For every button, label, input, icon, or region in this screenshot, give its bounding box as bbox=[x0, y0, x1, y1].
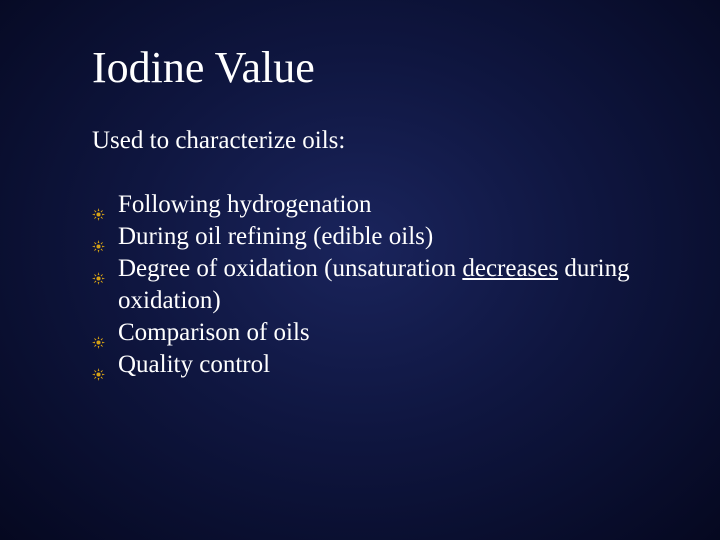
slide-subtitle: Used to characterize oils: bbox=[92, 127, 650, 155]
bullet-list: Following hydrogenation bbox=[92, 189, 650, 381]
bullet-text-pre: Degree of oxidation (unsaturation bbox=[118, 255, 462, 282]
bullet-text: Quality control bbox=[118, 351, 270, 378]
list-item: Quality control bbox=[92, 349, 650, 381]
bullet-text: Comparison of oils bbox=[118, 319, 310, 346]
list-item: Following hydrogenation bbox=[92, 189, 650, 221]
list-item: Degree of oxidation (unsaturation decrea… bbox=[92, 253, 650, 317]
bullet-icon bbox=[92, 326, 105, 339]
bullet-icon bbox=[92, 358, 105, 371]
bullet-text-underlined: decreases bbox=[462, 255, 558, 282]
slide-title: Iodine Value bbox=[92, 42, 650, 93]
bullet-text: During oil refining (edible oils) bbox=[118, 223, 433, 250]
bullet-text: Following hydrogenation bbox=[118, 191, 371, 218]
bullet-icon bbox=[92, 230, 105, 243]
slide: Iodine Value Used to characterize oils: bbox=[0, 0, 720, 540]
list-item: Comparison of oils bbox=[92, 317, 650, 349]
list-item: During oil refining (edible oils) bbox=[92, 221, 650, 253]
bullet-icon bbox=[92, 262, 105, 275]
bullet-icon bbox=[92, 198, 105, 211]
